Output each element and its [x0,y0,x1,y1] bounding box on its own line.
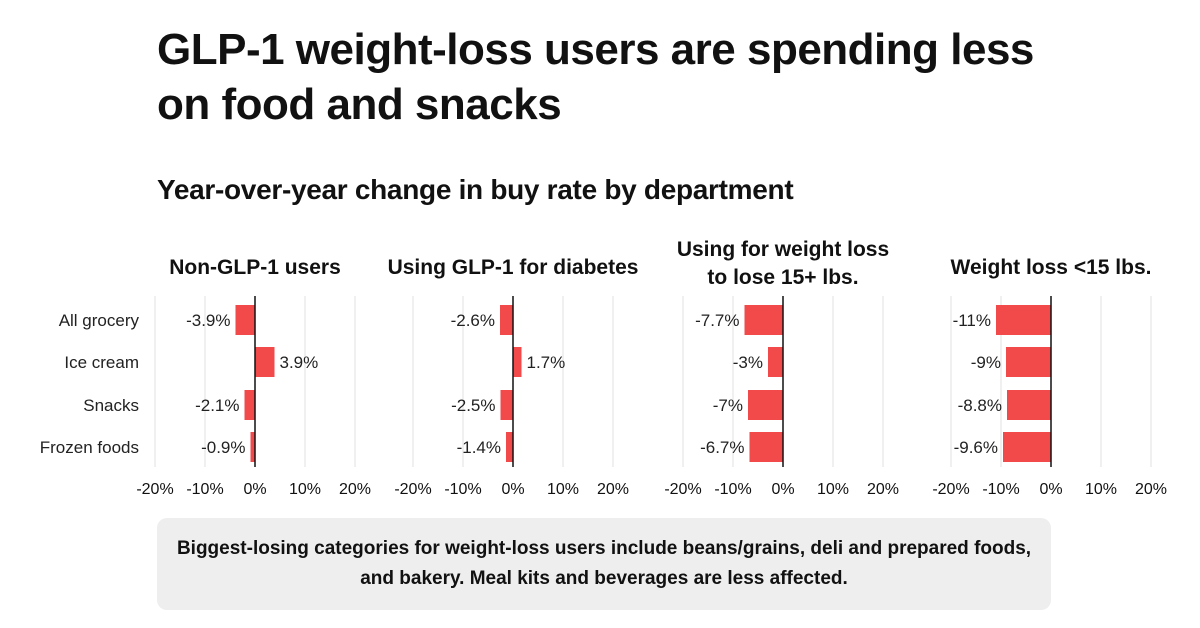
x-tick-label: 0% [243,481,266,498]
bar [500,305,513,335]
x-tick-label: 10% [817,481,849,498]
category-label: All grocery [59,311,140,330]
bar-value-label: -11% [953,311,991,330]
bar [768,347,783,377]
bar-value-label: -3.9% [186,311,230,330]
small-multiples-bar-chart: All grocery Ice cream Snacks Frozen foods No… [40,238,1167,498]
category-label: Snacks [83,396,139,415]
bar-value-label: -2.6% [451,311,495,330]
x-tick-label: -10% [444,481,481,498]
x-tick-label: 20% [1135,481,1167,498]
bar-value-label: -0.9% [201,438,245,457]
x-tick-label: -20% [136,481,173,498]
panel-title: Weight loss <15 lbs. [951,256,1152,279]
panel-title: to lose 15+ lbs. [707,266,858,289]
bar [244,390,255,420]
bar-value-label: -9.6% [954,438,998,457]
bar [744,305,783,335]
bar-value-label: -2.5% [451,396,495,415]
summary-note-box: Biggest-losing categories for weight-los… [157,518,1051,610]
bar-value-label: -1.4% [457,438,501,457]
bar-value-label: -3% [733,353,763,372]
x-tick-label: -20% [394,481,431,498]
chart-subtitle: Year-over-year change in buy rate by dep… [157,174,794,205]
bar [1007,390,1051,420]
x-tick-label: 20% [597,481,629,498]
bar [1003,432,1051,462]
bar-value-label: -8.8% [958,396,1002,415]
x-tick-label: 20% [867,481,899,498]
panel-title: Non-GLP-1 users [169,256,341,279]
bar [748,390,783,420]
bar [513,347,522,377]
bar-value-label: -2.1% [195,396,239,415]
bar-value-label: 1.7% [527,353,566,372]
panel-title: Using for weight loss [677,238,889,261]
bar-value-label: -7.7% [695,311,739,330]
bar-value-label: -6.7% [700,438,744,457]
x-tick-label: 10% [1085,481,1117,498]
x-tick-label: -10% [714,481,751,498]
bar [506,432,513,462]
x-tick-label: -20% [664,481,701,498]
x-tick-label: -10% [982,481,1019,498]
x-tick-label: 0% [1039,481,1062,498]
bar [500,390,513,420]
x-tick-label: -10% [186,481,223,498]
x-tick-label: 0% [501,481,524,498]
x-tick-label: 0% [771,481,794,498]
bar [235,305,255,335]
summary-note: Biggest-losing categories for weight-los… [176,538,1032,589]
chart-title: GLP-1 weight-loss users are spending les… [157,25,1034,129]
x-tick-label: 10% [289,481,321,498]
bar [250,432,255,462]
bar [1006,347,1051,377]
bar-value-label: -7% [713,396,743,415]
panel-title: Using GLP-1 for diabetes [388,256,639,279]
category-label: Frozen foods [40,438,139,457]
bar [996,305,1051,335]
bar [255,347,275,377]
category-label: Ice cream [64,353,139,372]
bar-value-label: 3.9% [280,353,319,372]
x-tick-label: -20% [932,481,969,498]
bar-value-label: -9% [971,353,1001,372]
x-tick-label: 10% [547,481,579,498]
x-tick-label: 20% [339,481,371,498]
bar [749,432,783,462]
